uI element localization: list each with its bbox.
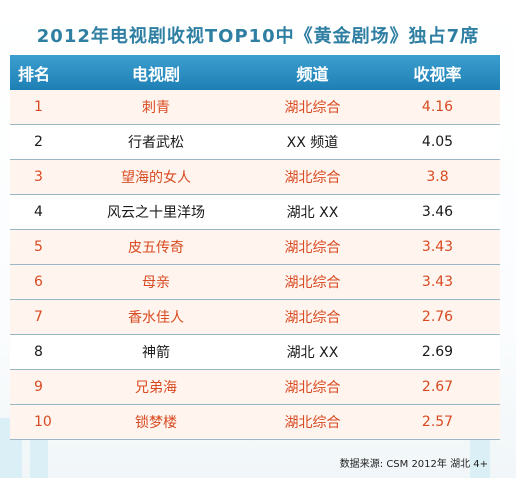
rating-cell: 4.16	[421, 99, 454, 115]
data-source-note: 数据来源: CSM 2012年 湖北 4+	[339, 459, 488, 470]
drama-cell: 风云之十里洋场	[107, 205, 205, 221]
drama-cell: 刺青	[142, 100, 170, 116]
rank-cell: 1	[34, 99, 43, 115]
ratings-table: 排名 电视剧 频道 收视率 1 刺青 湖北综合 4.16 2 行者武松 XX 频…	[10, 55, 500, 440]
background-skyline-decoration	[30, 438, 48, 478]
rank-cell: 10	[34, 414, 52, 430]
rating-cell: 3.43	[421, 274, 454, 290]
table-row: 7 香水佳人 湖北综合 2.76	[10, 300, 500, 335]
drama-cell: 母亲	[142, 275, 170, 291]
channel-cell: 湖北综合	[284, 240, 341, 256]
table-header: 排名 电视剧 频道 收视率	[10, 55, 500, 90]
channel-cell: 湖北综合	[284, 100, 341, 116]
drama-cell: 锁梦楼	[135, 415, 177, 431]
rank-cell: 3	[34, 169, 43, 185]
table-row: 9 兄弟海 湖北综合 2.67	[10, 370, 500, 405]
drama-cell: 行者武松	[128, 135, 184, 151]
rank-cell: 4	[34, 204, 43, 220]
rank-cell: 8	[34, 344, 43, 360]
rating-cell: 4.05	[421, 134, 454, 150]
table-row: 1 刺青 湖北综合 4.16	[10, 90, 500, 125]
channel-cell: 湖北综合	[284, 170, 341, 186]
rating-cell: 2.67	[421, 379, 454, 395]
channel-cell: 湖北 XX	[286, 205, 339, 221]
drama-cell: 皮五传奇	[128, 240, 184, 256]
rank-cell: 7	[34, 309, 43, 325]
rank-cell: 6	[34, 274, 43, 290]
table-row: 6 母亲 湖北综合 3.43	[10, 265, 500, 300]
table-row: 8 神箭 湖北 XX 2.69	[10, 335, 500, 370]
header-rank: 排名	[18, 64, 51, 84]
drama-cell: 神箭	[142, 345, 170, 361]
header-rating: 收视率	[413, 64, 462, 84]
channel-cell: 湖北综合	[284, 415, 341, 431]
header-channel: 频道	[296, 64, 329, 84]
rank-cell: 2	[34, 134, 43, 150]
rank-cell: 5	[34, 239, 43, 255]
page-title: 2012年电视剧收视TOP10中《黄金剧场》独占7席	[36, 26, 480, 47]
channel-cell: XX 频道	[286, 135, 339, 151]
table-row: 5 皮五传奇 湖北综合 3.43	[10, 230, 500, 265]
rating-cell: 3.8	[426, 169, 449, 185]
channel-cell: 湖北综合	[284, 275, 341, 291]
rating-cell: 3.46	[421, 204, 454, 220]
table-row: 10 锁梦楼 湖北综合 2.57	[10, 405, 500, 440]
drama-cell: 兄弟海	[135, 380, 177, 396]
drama-cell: 望海的女人	[121, 170, 191, 186]
channel-cell: 湖北综合	[284, 310, 341, 326]
drama-cell: 香水佳人	[128, 310, 184, 326]
table-row: 2 行者武松 XX 频道 4.05	[10, 125, 500, 160]
table-row: 4 风云之十里洋场 湖北 XX 3.46	[10, 195, 500, 230]
channel-cell: 湖北综合	[284, 380, 341, 396]
rating-cell: 2.69	[421, 344, 454, 360]
table-row: 3 望海的女人 湖北综合 3.8	[10, 160, 500, 195]
header-drama: 电视剧	[131, 64, 180, 84]
rank-cell: 9	[34, 379, 43, 395]
rating-cell: 2.57	[421, 414, 454, 430]
rating-cell: 3.43	[421, 239, 454, 255]
rating-cell: 2.76	[421, 309, 454, 325]
channel-cell: 湖北 XX	[286, 345, 339, 361]
